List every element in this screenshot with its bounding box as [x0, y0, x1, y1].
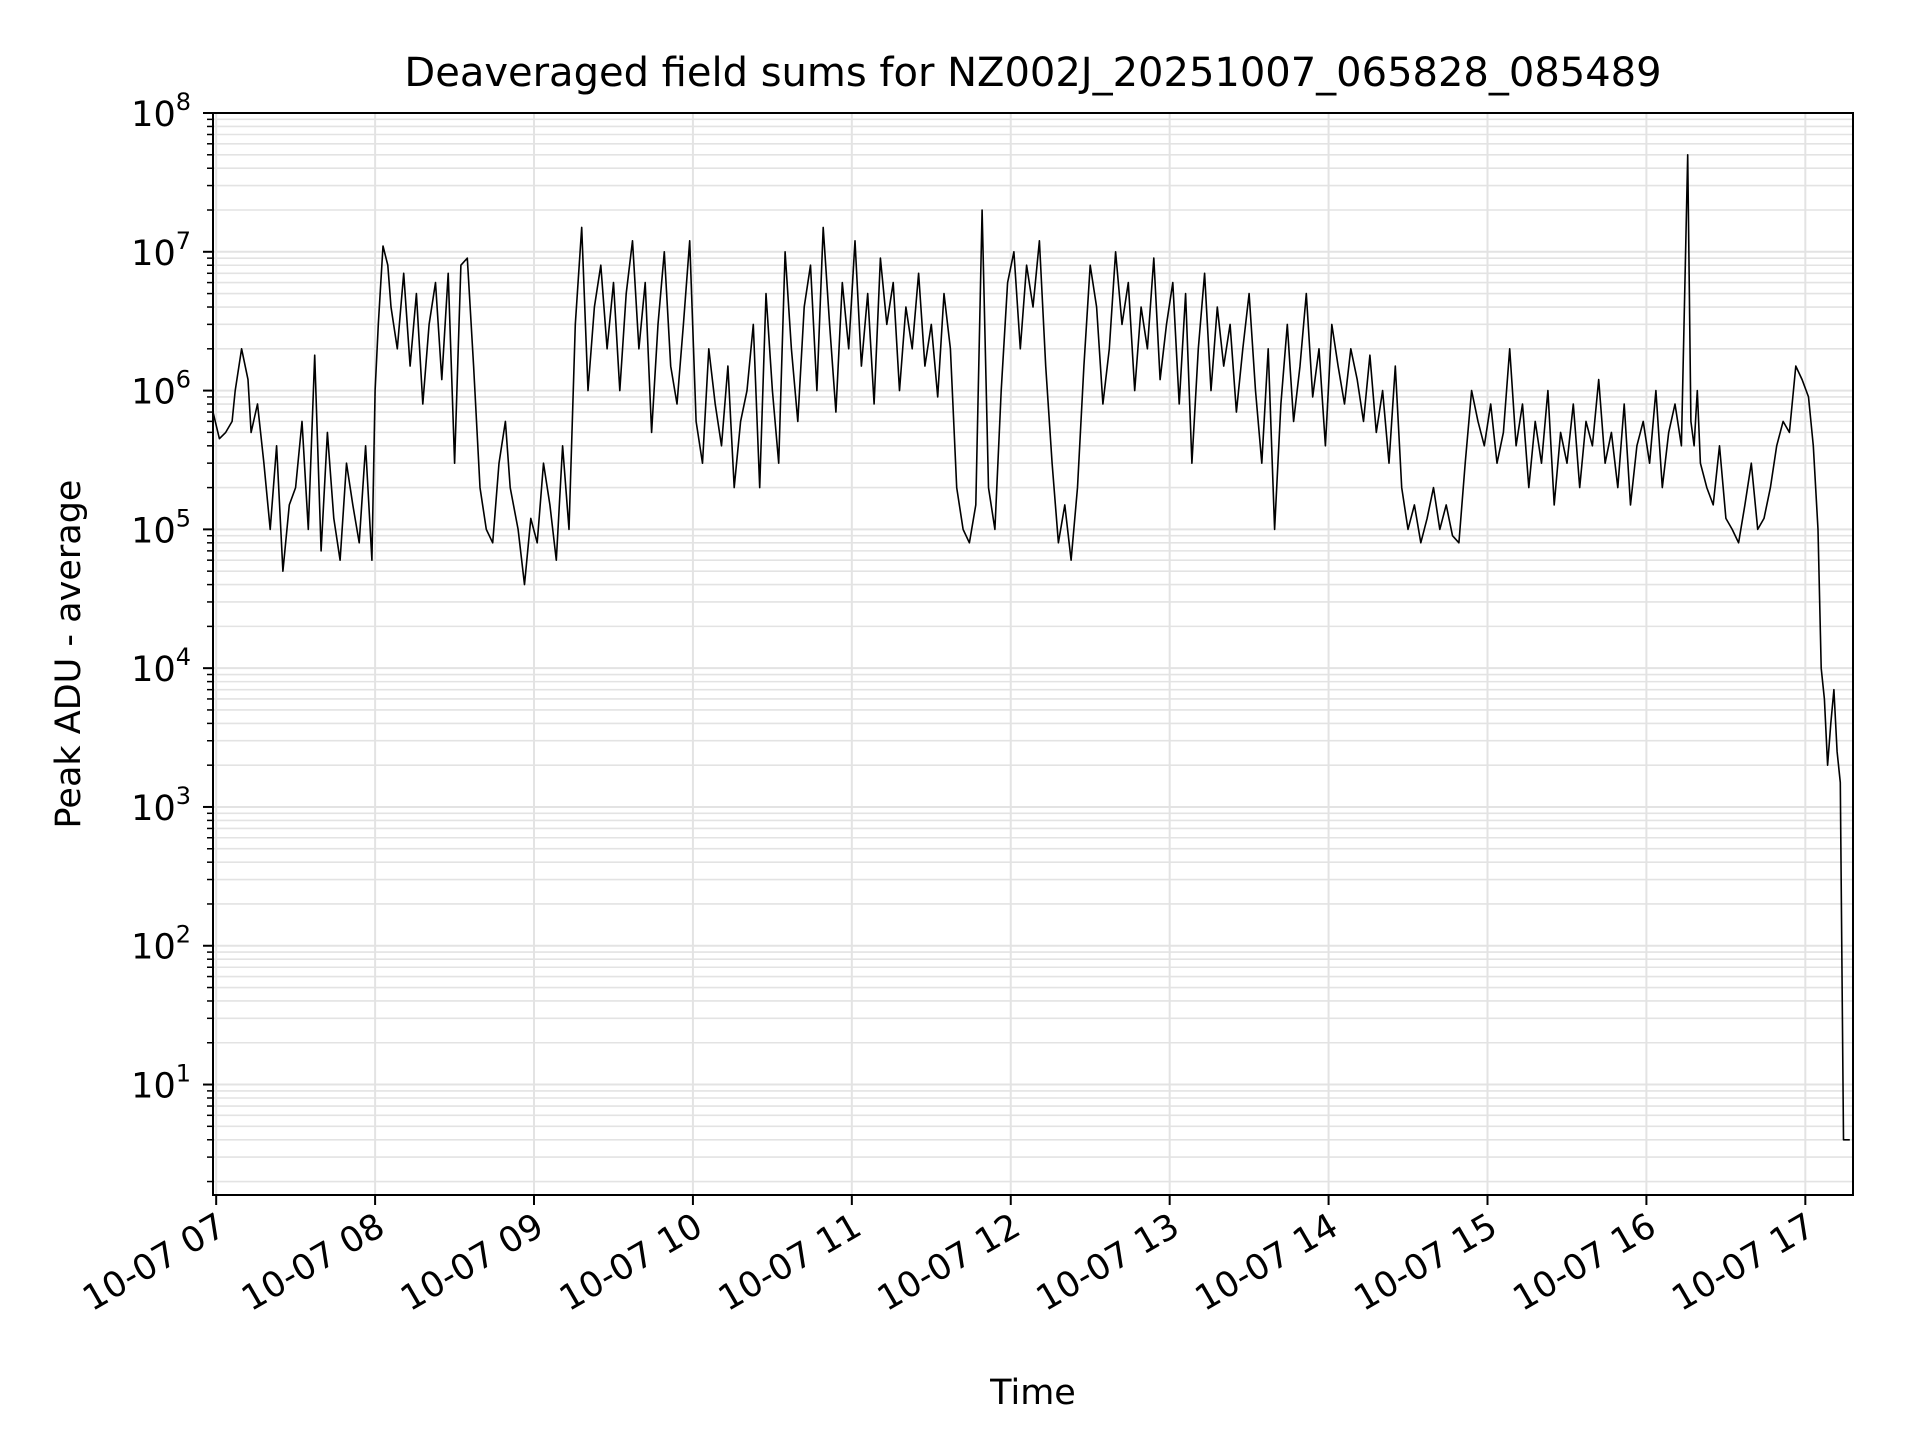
plot-frame	[212, 112, 1854, 1196]
series-line	[212, 154, 1850, 1141]
y-tick-label: 102	[131, 921, 191, 968]
x-tick-label: 10-07 13	[1030, 1206, 1186, 1319]
y-tick-label: 106	[131, 366, 191, 413]
y-tick-label: 103	[131, 782, 191, 829]
y-tick-label: 107	[131, 227, 191, 274]
x-tick-label: 10-07 08	[235, 1206, 391, 1319]
y-axis-label: Peak ADU - average	[49, 480, 89, 829]
x-tick-label: 10-07 12	[871, 1206, 1027, 1319]
x-tick-label: 10-07 07	[76, 1206, 232, 1319]
y-tick-label: 105	[131, 504, 191, 551]
grid-layer	[213, 112, 1853, 1195]
x-tick-label: 10-07 10	[553, 1206, 709, 1319]
x-axis-label: Time	[989, 1373, 1076, 1413]
y-tick-label: 104	[131, 643, 191, 690]
x-tick-label: 10-07 17	[1666, 1206, 1822, 1319]
x-tick-label: 10-07 11	[712, 1206, 868, 1319]
x-tick-label: 10-07 16	[1507, 1206, 1663, 1319]
x-tick-label: 10-07 09	[394, 1206, 550, 1319]
x-tick-label: 10-07 14	[1189, 1206, 1345, 1319]
y-tick-label: 101	[131, 1060, 191, 1107]
x-tick-label: 10-07 15	[1348, 1206, 1504, 1319]
series-layer	[212, 154, 1850, 1141]
chart-title: Deaveraged field sums for NZ002J_2025100…	[404, 50, 1661, 96]
y-tick-label: 108	[131, 88, 191, 135]
